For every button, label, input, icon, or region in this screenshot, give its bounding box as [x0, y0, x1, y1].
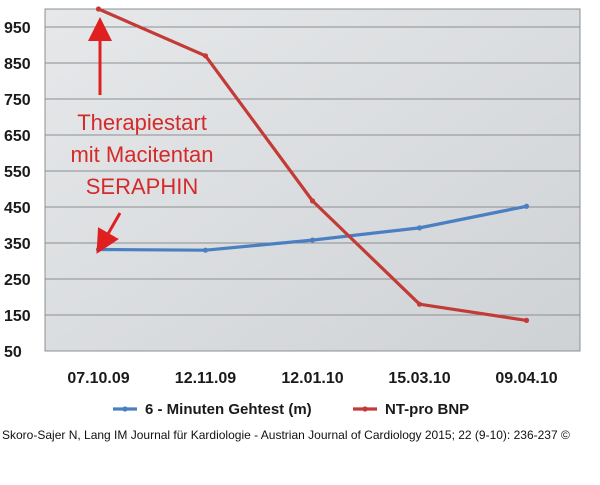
data-point [523, 203, 530, 209]
legend-marker [122, 406, 128, 412]
y-tick-label: 250 [4, 272, 31, 289]
y-tick-label: 650 [4, 128, 31, 145]
data-point [309, 198, 316, 204]
citation: Skoro-Sajer N, Lang IM Journal für Kardi… [2, 428, 570, 442]
data-point [523, 317, 530, 323]
data-point [202, 247, 209, 253]
chart: 50 150 250 350 450 550 650 750 850 950 07.10.09 12… [4, 6, 581, 418]
y-tick-label: 550 [4, 164, 31, 181]
annotation-line: mit Macitentan [70, 142, 213, 167]
y-tick-label: 150 [4, 308, 31, 325]
gridlines [44, 8, 581, 352]
x-tick-label: 12.01.10 [281, 370, 343, 387]
legend-marker [362, 406, 368, 412]
data-point [416, 225, 423, 231]
x-tick-label: 07.10.09 [67, 370, 129, 387]
x-tick-label: 15.03.10 [388, 370, 450, 387]
legend-label: 6 - Minuten Gehtest (m) [145, 401, 312, 418]
data-point [95, 246, 102, 253]
data-point [95, 6, 102, 12]
plot-area [45, 9, 580, 351]
plot-border [44, 8, 581, 352]
y-tick-label: 850 [4, 56, 31, 73]
y-tick-label: 950 [4, 20, 31, 37]
y-tick-label: 350 [4, 236, 31, 253]
y-tick-label: 450 [4, 200, 31, 217]
arrow-down-icon [96, 212, 122, 254]
annotation-line: SERAPHIN [86, 174, 198, 199]
x-tick-label: 09.04.10 [495, 370, 557, 387]
legend-label: NT-pro BNP [385, 401, 469, 418]
x-tick-label: 12.11.09 [175, 370, 237, 387]
y-axis-ticks: 50 150 250 350 450 550 650 750 850 950 [4, 20, 31, 361]
data-point [416, 301, 423, 307]
data-point [202, 53, 209, 59]
data-point [309, 237, 316, 243]
series-ntprobnp [95, 6, 530, 323]
y-tick-label: 750 [4, 92, 31, 109]
x-axis-ticks: 07.10.09 12.11.09 12.01.10 15.03.10 09.04.10 [67, 370, 557, 387]
legend: 6 - Minuten Gehtest (m) NT-pro BNP [113, 401, 469, 418]
annotation: Therapiestart mit Macitentan SERAPHIN [70, 17, 214, 254]
annotation-line: Therapiestart [77, 110, 207, 135]
y-tick-label: 50 [4, 344, 22, 361]
